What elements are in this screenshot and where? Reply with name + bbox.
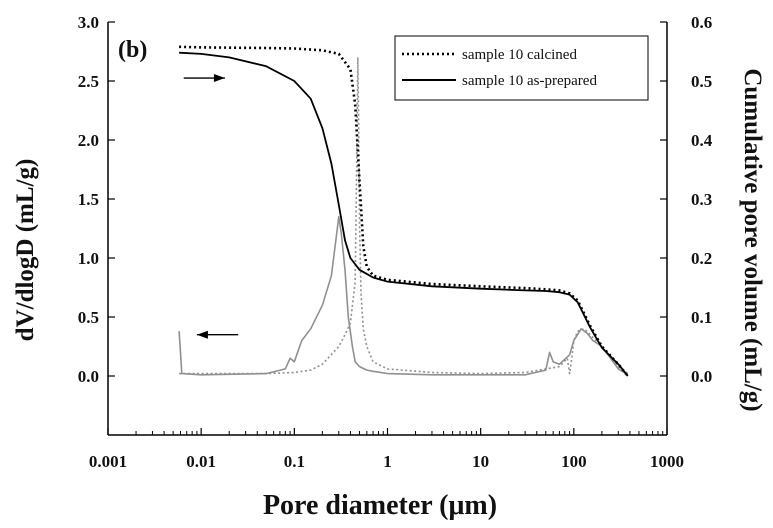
- left-y-tick-label: 2.0: [78, 131, 99, 150]
- x-axis-title: Pore diameter (μm): [263, 490, 497, 521]
- legend-label-as-prepared: sample 10 as-prepared: [462, 73, 597, 89]
- left-y-tick-label: 1.5: [78, 190, 99, 209]
- direction-arrows: [183, 74, 239, 339]
- x-tick-label: 0.01: [186, 452, 216, 471]
- right-y-tick-label: 0.5: [691, 72, 712, 91]
- cumulative-curves: [179, 45, 629, 377]
- distribution-curves: [178, 56, 629, 376]
- panel-label: (b): [118, 37, 147, 63]
- legend-label-calcined: sample 10 calcined: [462, 47, 577, 63]
- left-y-tick-label: 0.5: [78, 308, 99, 327]
- legend: sample 10 calcined sample 10 as-prepared: [394, 35, 649, 101]
- right-y-ticks: 0.0 0.1 0.2 0.3 0.4 0.5 0.6: [660, 13, 713, 386]
- series-line-cumulative-as-prepared: [179, 51, 629, 377]
- x-tick-label: 0.1: [284, 452, 305, 471]
- arrow-head-left: [196, 330, 208, 339]
- right-y-axis-title: Cumulative pore volume (mL/g): [739, 68, 766, 411]
- right-y-tick-label: 0.6: [691, 13, 712, 32]
- right-y-tick-label: 0.0: [691, 367, 712, 386]
- left-y-tick-label: 2.5: [78, 72, 99, 91]
- right-y-tick-label: 0.4: [691, 131, 713, 150]
- arrow-head-right: [213, 74, 225, 83]
- series-line-distribution-as-prepared: [178, 215, 629, 376]
- left-y-tick-label: 1.0: [78, 249, 99, 268]
- right-y-tick-label: 0.1: [691, 308, 712, 327]
- left-y-tick-label: 0.0: [78, 367, 99, 386]
- x-tick-label: 10: [472, 452, 489, 471]
- right-y-tick-label: 0.2: [691, 249, 712, 268]
- x-tick-label: 100: [561, 452, 587, 471]
- x-tick-label: 0.001: [89, 452, 127, 471]
- left-y-ticks: 0.0 0.5 1.0 1.5 2.0 2.5 3.0: [78, 13, 115, 386]
- right-y-tick-label: 0.3: [691, 190, 712, 209]
- x-ticks: 0.001 0.01 0.1 1 10 100 1000: [89, 428, 684, 471]
- series-line-distribution-calcined: [179, 56, 629, 375]
- legend-box: [394, 35, 649, 101]
- left-y-tick-label: 3.0: [78, 13, 99, 32]
- x-tick-label: 1: [383, 452, 392, 471]
- left-y-axis-title: dV/dlogD (mL/g): [12, 159, 39, 342]
- x-tick-label: 1000: [650, 452, 684, 471]
